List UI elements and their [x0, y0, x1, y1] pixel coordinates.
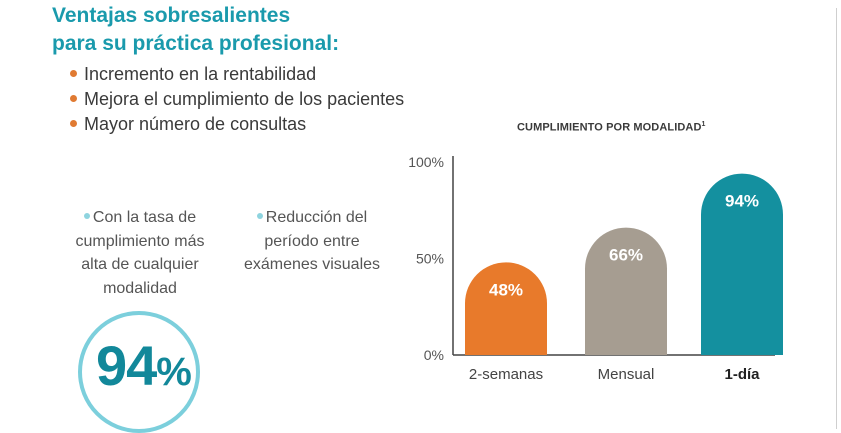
- right-border-line: [836, 8, 837, 429]
- stat-description-compliance: Con la tasa de cumplimiento más alta de …: [60, 206, 220, 300]
- stat-description-interval: Reducción del período entre exámenes vis…: [232, 206, 392, 277]
- orange-bullet-icon: [70, 70, 77, 77]
- benefit-item: Mayor número de consultas: [70, 112, 404, 137]
- chart-title-footnote: 1: [701, 121, 706, 128]
- heading-line-2: para su práctica profesional:: [52, 32, 340, 55]
- stat-line: cumplimiento más: [75, 232, 205, 250]
- data-label: 66%: [609, 246, 643, 265]
- benefit-text: Incremento en la rentabilidad: [84, 64, 317, 84]
- orange-bullet-icon: [70, 95, 77, 102]
- benefit-text: Mejora el cumplimiento de los pacientes: [84, 89, 405, 109]
- compliance-bar-chart: 0% 50% 100% 48% 2-semanas 66% Mensual 94% 1-día: [408, 154, 783, 383]
- bar-1-día: [701, 173, 783, 355]
- big-stat-number: 94: [96, 334, 157, 397]
- stat-line: modalidad: [103, 279, 177, 297]
- benefits-list: Incremento en la rentabilidad Mejora el …: [70, 62, 404, 137]
- bar-Mensual: [585, 227, 667, 355]
- y-tick-label: 0%: [424, 347, 444, 363]
- x-tick-label: Mensual: [598, 366, 655, 383]
- stat-line: exámenes visuales: [243, 256, 381, 273]
- y-tick-label: 100%: [408, 154, 444, 170]
- stat-line: período entre: [264, 232, 360, 250]
- stat-line: alta de cualquier: [81, 256, 199, 273]
- orange-bullet-icon: [70, 120, 77, 127]
- data-label: 94%: [725, 192, 759, 211]
- stat-line: Con la tasa de: [92, 209, 197, 226]
- big-stat-unit: %: [156, 350, 192, 394]
- chart-title: CUMPLIMIENTO POR MODALIDAD1: [517, 121, 706, 134]
- teal-bullet-icon: [256, 213, 263, 219]
- x-tick-label: 2-semanas: [469, 366, 543, 383]
- chart-title-text: CUMPLIMIENTO POR MODALIDAD: [517, 121, 702, 134]
- teal-bullet-icon: [83, 213, 90, 219]
- big-stat-value: 94%: [96, 334, 192, 404]
- benefit-item: Mejora el cumplimiento de los pacientes: [70, 87, 404, 112]
- data-label: 48%: [489, 280, 523, 299]
- benefit-text: Mayor número de consultas: [84, 114, 307, 134]
- benefit-item: Incremento en la rentabilidad: [70, 62, 404, 87]
- bar-2-semanas: [465, 262, 547, 355]
- page-heading: Ventajas sobresalientes para su práctica…: [52, 2, 339, 58]
- y-tick-label: 50%: [416, 251, 444, 267]
- stat-line: Reducción del: [265, 209, 368, 226]
- heading-line-1: Ventajas sobresalientes: [52, 4, 291, 27]
- x-tick-label: 1-día: [724, 366, 760, 383]
